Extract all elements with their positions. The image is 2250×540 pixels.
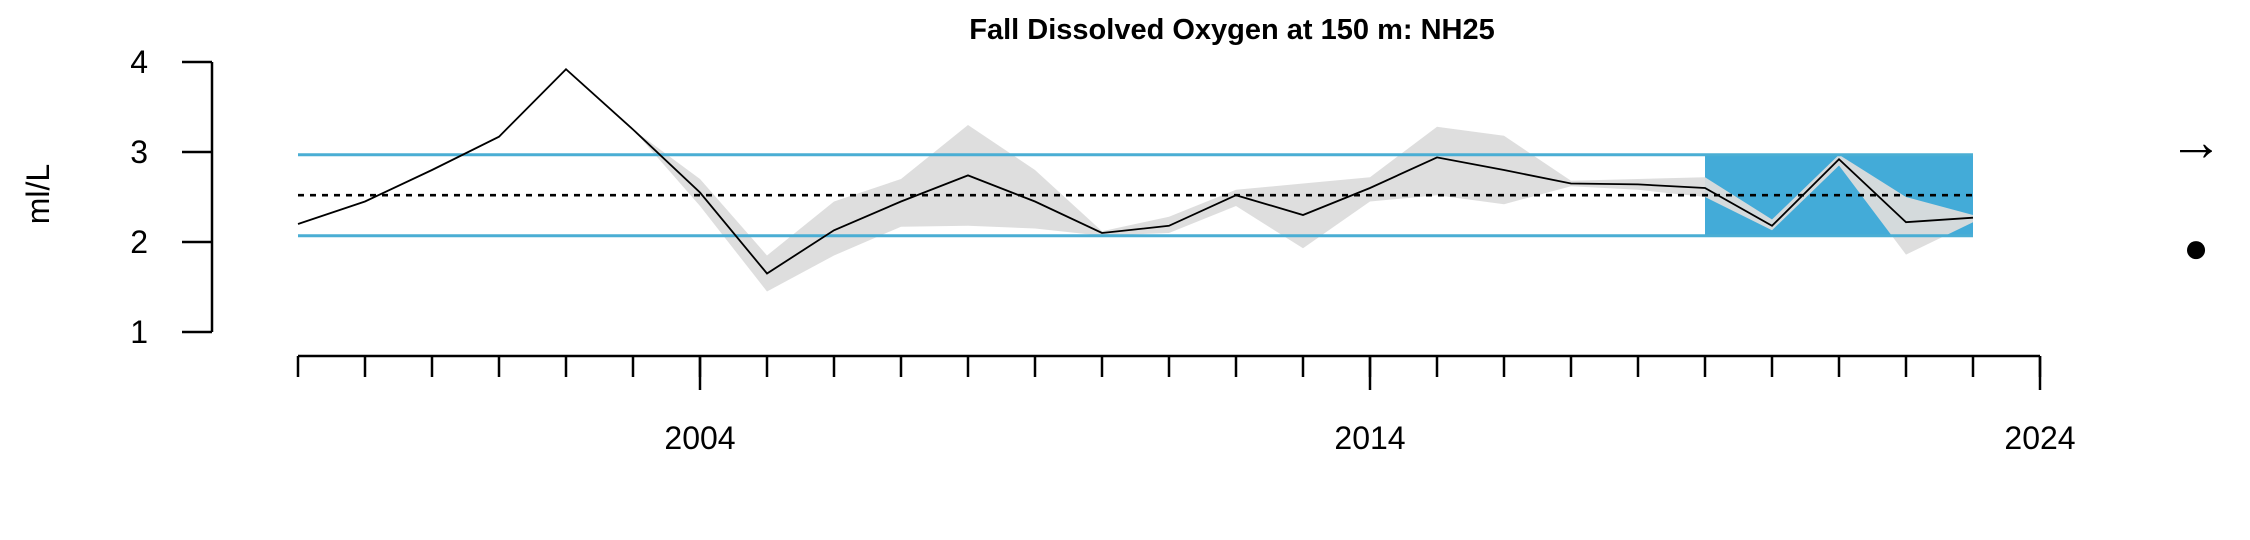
trend-arrow-icon: → bbox=[2169, 112, 2223, 172]
y-tick-label: 2 bbox=[130, 224, 148, 260]
x-tick-label: 2014 bbox=[1334, 420, 1405, 456]
series-line bbox=[297, 67, 1974, 275]
axes: 1 2 3 4 2004 2014 2024 bbox=[130, 44, 2075, 456]
trend-marker-icon: ● bbox=[2183, 224, 2208, 271]
y-tick-label: 4 bbox=[130, 44, 148, 80]
x-tick-label: 2004 bbox=[664, 420, 735, 456]
x-tick-label: 2024 bbox=[2004, 420, 2075, 456]
y-tick-label: 1 bbox=[130, 314, 148, 350]
confidence-band bbox=[298, 69, 1973, 292]
y-axis-label: ml/L bbox=[20, 164, 56, 224]
plot-area bbox=[297, 67, 1974, 292]
chart-title: Fall Dissolved Oxygen at 150 m: NH25 bbox=[969, 14, 1494, 46]
y-tick-label: 3 bbox=[130, 134, 148, 170]
